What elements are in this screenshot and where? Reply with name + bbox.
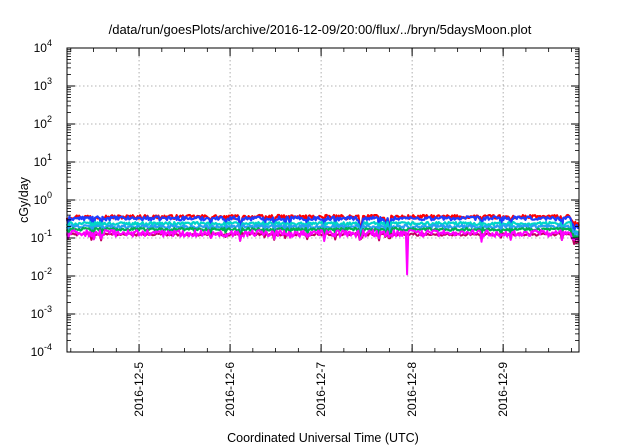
x-tick-label: 2016-12-6 (223, 362, 237, 417)
x-axis-label: Coordinated Universal Time (UTC) (227, 431, 419, 445)
axis-ticks (67, 47, 579, 353)
y-tick-label: 10-2 (31, 266, 52, 283)
y-tick-label: 10-3 (31, 304, 52, 321)
series-line (65, 226, 580, 240)
x-tick-labels: 2016-12-5 2016-12-6 2016-12-7 2016-12-8 2016… (132, 362, 510, 417)
y-tick-label: 103 (34, 76, 52, 93)
y-tick-labels: 104 103 102 101 100 10-1 10-2 10-3 10-4 (31, 38, 52, 359)
series-layer (65, 213, 580, 276)
y-tick-label: 101 (34, 152, 52, 169)
x-tick-label: 2016-12-5 (132, 362, 146, 417)
series-line (65, 215, 580, 234)
series-line (66, 229, 580, 276)
y-tick-label: 10-1 (31, 228, 52, 245)
x-tick-label: 2016-12-7 (314, 362, 328, 417)
x-tick-label: 2016-12-9 (496, 362, 510, 417)
x-tick-label: 2016-12-8 (405, 362, 419, 417)
y-tick-label: 104 (34, 38, 52, 55)
grid (67, 47, 579, 353)
y-tick-label: 10-4 (31, 342, 52, 359)
y-tick-label: 102 (34, 114, 52, 131)
chart-title: /data/run/goesPlots/archive/2016-12-09/2… (109, 22, 532, 37)
y-tick-label: 100 (34, 190, 52, 207)
y-axis-label: cGy/day (17, 176, 31, 223)
series-line (65, 223, 580, 239)
